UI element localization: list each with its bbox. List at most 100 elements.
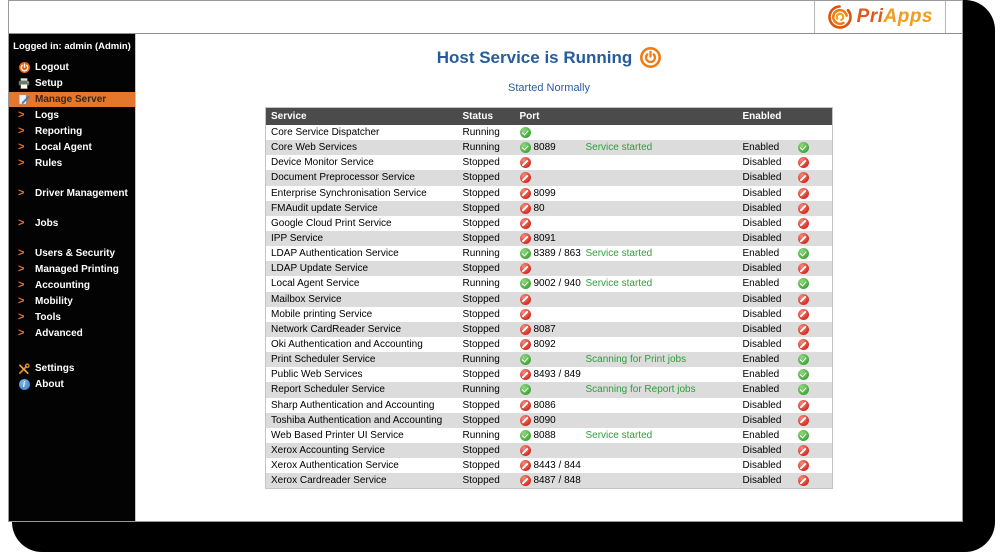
table-row[interactable]: Xerox Accounting Service Stopped Disable… [265,442,833,459]
priapps-logo[interactable]: PriApps [813,1,946,33]
table-row[interactable]: Toshiba Authentication and Accounting St… [265,412,833,428]
service-name: Oki Authentication and Accounting [271,339,423,351]
enabled-label [738,125,793,140]
sidebar-item-label: Jobs [35,218,59,229]
sidebar-item-driver-management[interactable]: > Driver Management [9,186,135,201]
table-row[interactable]: Mailbox Service Stopped Disabled [265,291,833,307]
service-name: Google Cloud Print Service [271,217,392,229]
table-row[interactable]: Sharp Authentication and Accounting Stop… [266,398,833,413]
service-port-cell: 8099 [515,186,581,201]
column-header-service: Service [265,107,458,125]
sidebar-item-label: Reporting [35,126,83,137]
port-number: 8091 [533,232,556,244]
enabled-cell [792,170,833,186]
enabled-cell [793,155,833,170]
enabled-label: Disabled [737,291,793,307]
table-row[interactable]: Xerox Authentication Service Stopped 844… [266,458,833,473]
sidebar-item-setup[interactable]: Setup [9,76,135,91]
enabled-cell [792,261,833,277]
tools-icon [18,362,30,375]
table-row[interactable]: Google Cloud Print Service Stopped Disab… [266,216,833,231]
sidebar-nav: Logout Setup Manage Server > Logs > Repo… [9,60,135,392]
service-name: Web Based Printer UI Service [271,429,404,441]
sidebar-item-logs[interactable]: > Logs [9,108,135,123]
enabled-label: Disabled [737,200,793,216]
service-message [581,337,738,352]
table-row[interactable]: Enterprise Synchronisation Service Stopp… [266,186,833,201]
enabled-cell [792,321,833,337]
table-row[interactable]: Mobile printing Service Stopped Disabled [266,307,833,322]
service-name: Sharp Authentication and Accounting [271,399,435,411]
table-row[interactable]: LDAP Update Service Stopped Disabled [265,261,833,277]
sidebar-item-label: About [35,379,64,390]
port-status-icon [519,308,531,320]
enabled-status-icon [797,202,809,214]
table-row[interactable]: Oki Authentication and Accounting Stoppe… [266,337,833,352]
enabled-cell [793,458,833,473]
service-port-cell [515,155,581,170]
page-title: Host Service is Running [436,47,633,67]
enabled-cell [792,382,833,398]
service-port-cell [514,442,581,459]
sidebar-item-local-agent[interactable]: > Local Agent [9,140,135,155]
table-row[interactable]: Report Scheduler Service Running Scannin… [265,382,833,398]
service-port-cell [515,125,581,140]
sidebar-item-jobs[interactable]: > Jobs [9,216,135,231]
service-port-cell: 8443 / 8443 [515,458,581,473]
service-status: Running [462,429,500,441]
service-message [581,307,738,322]
enabled-label: Enabled [742,278,780,290]
service-message: Service started [585,278,653,290]
sidebar-item-managed-printing[interactable]: > Managed Printing [9,262,135,277]
sidebar-item-settings[interactable]: Settings [9,361,135,376]
port-number: 9002 / 9402 [533,278,581,290]
service-port-cell [515,307,581,322]
service-status: Stopped [462,399,500,411]
table-row[interactable]: IPP Service Stopped 8091 Disabled [265,230,833,247]
table-row[interactable]: Document Preprocessor Service Stopped Di… [265,170,833,186]
power-status-icon[interactable] [640,47,662,68]
enabled-label: Enabled [742,429,780,441]
sidebar-item-reporting[interactable]: > Reporting [9,124,135,139]
table-row[interactable]: FMAudit update Service Stopped 80 Disabl… [265,200,833,216]
sidebar-item-logout[interactable]: Logout [9,60,135,75]
logo-text: PriApps [856,6,933,27]
port-number: 8089 [533,142,556,154]
table-row[interactable]: Core Web Services Running 8089 Service s… [265,140,833,156]
service-name: LDAP Authentication Service [271,248,399,260]
sidebar-item-users-security[interactable]: > Users & Security [9,246,135,261]
sidebar-item-rules[interactable]: > Rules [9,156,135,171]
service-message [581,125,738,140]
sidebar-item-label: Logout [35,62,69,73]
enabled-status-icon [797,232,809,244]
table-row[interactable]: Xerox Cardreader Service Stopped 8487 / … [265,473,833,489]
enabled-status-icon [797,460,809,472]
enabled-status-icon [797,338,809,350]
table-row[interactable]: Public Web Services Stopped 8493 / 8493 … [266,367,833,382]
service-name: Xerox Authentication Service [271,460,399,472]
sidebar-item-label: Users & Security [35,248,116,259]
table-row[interactable]: Core Service Dispatcher Running [266,125,833,140]
service-port-cell: 8092 [515,337,581,352]
sidebar-item-tools[interactable]: > Tools [9,310,135,325]
sidebar-item-mobility[interactable]: > Mobility [9,294,135,309]
service-port-cell [514,382,581,398]
table-row[interactable]: Local Agent Service Running 9002 / 9402 … [266,276,833,291]
service-message [581,186,738,201]
enabled-cell [793,186,833,201]
table-row[interactable]: LDAP Authentication Service Running 8389… [266,246,833,261]
table-row[interactable]: Network CardReader Service Stopped 8087 … [265,321,833,337]
table-row[interactable]: Print Scheduler Service Running Scanning… [265,352,833,368]
table-row[interactable]: Web Based Printer UI Service Running 808… [266,428,833,443]
sidebar-item-about[interactable]: i About [9,377,135,392]
sidebar-item-accounting[interactable]: > Accounting [9,278,135,293]
port-status-icon [519,248,531,260]
table-row[interactable]: Device Monitor Service Stopped Disabled [266,155,833,170]
sidebar-item-advanced[interactable]: > Advanced [9,326,135,341]
port-status-icon [519,187,531,199]
enabled-status-icon [797,444,809,456]
sidebar-item-label: Local Agent [35,142,92,153]
sidebar-item-manage-server[interactable]: Manage Server [9,92,135,107]
port-status-icon [519,202,531,214]
service-name: Report Scheduler Service [265,382,458,398]
